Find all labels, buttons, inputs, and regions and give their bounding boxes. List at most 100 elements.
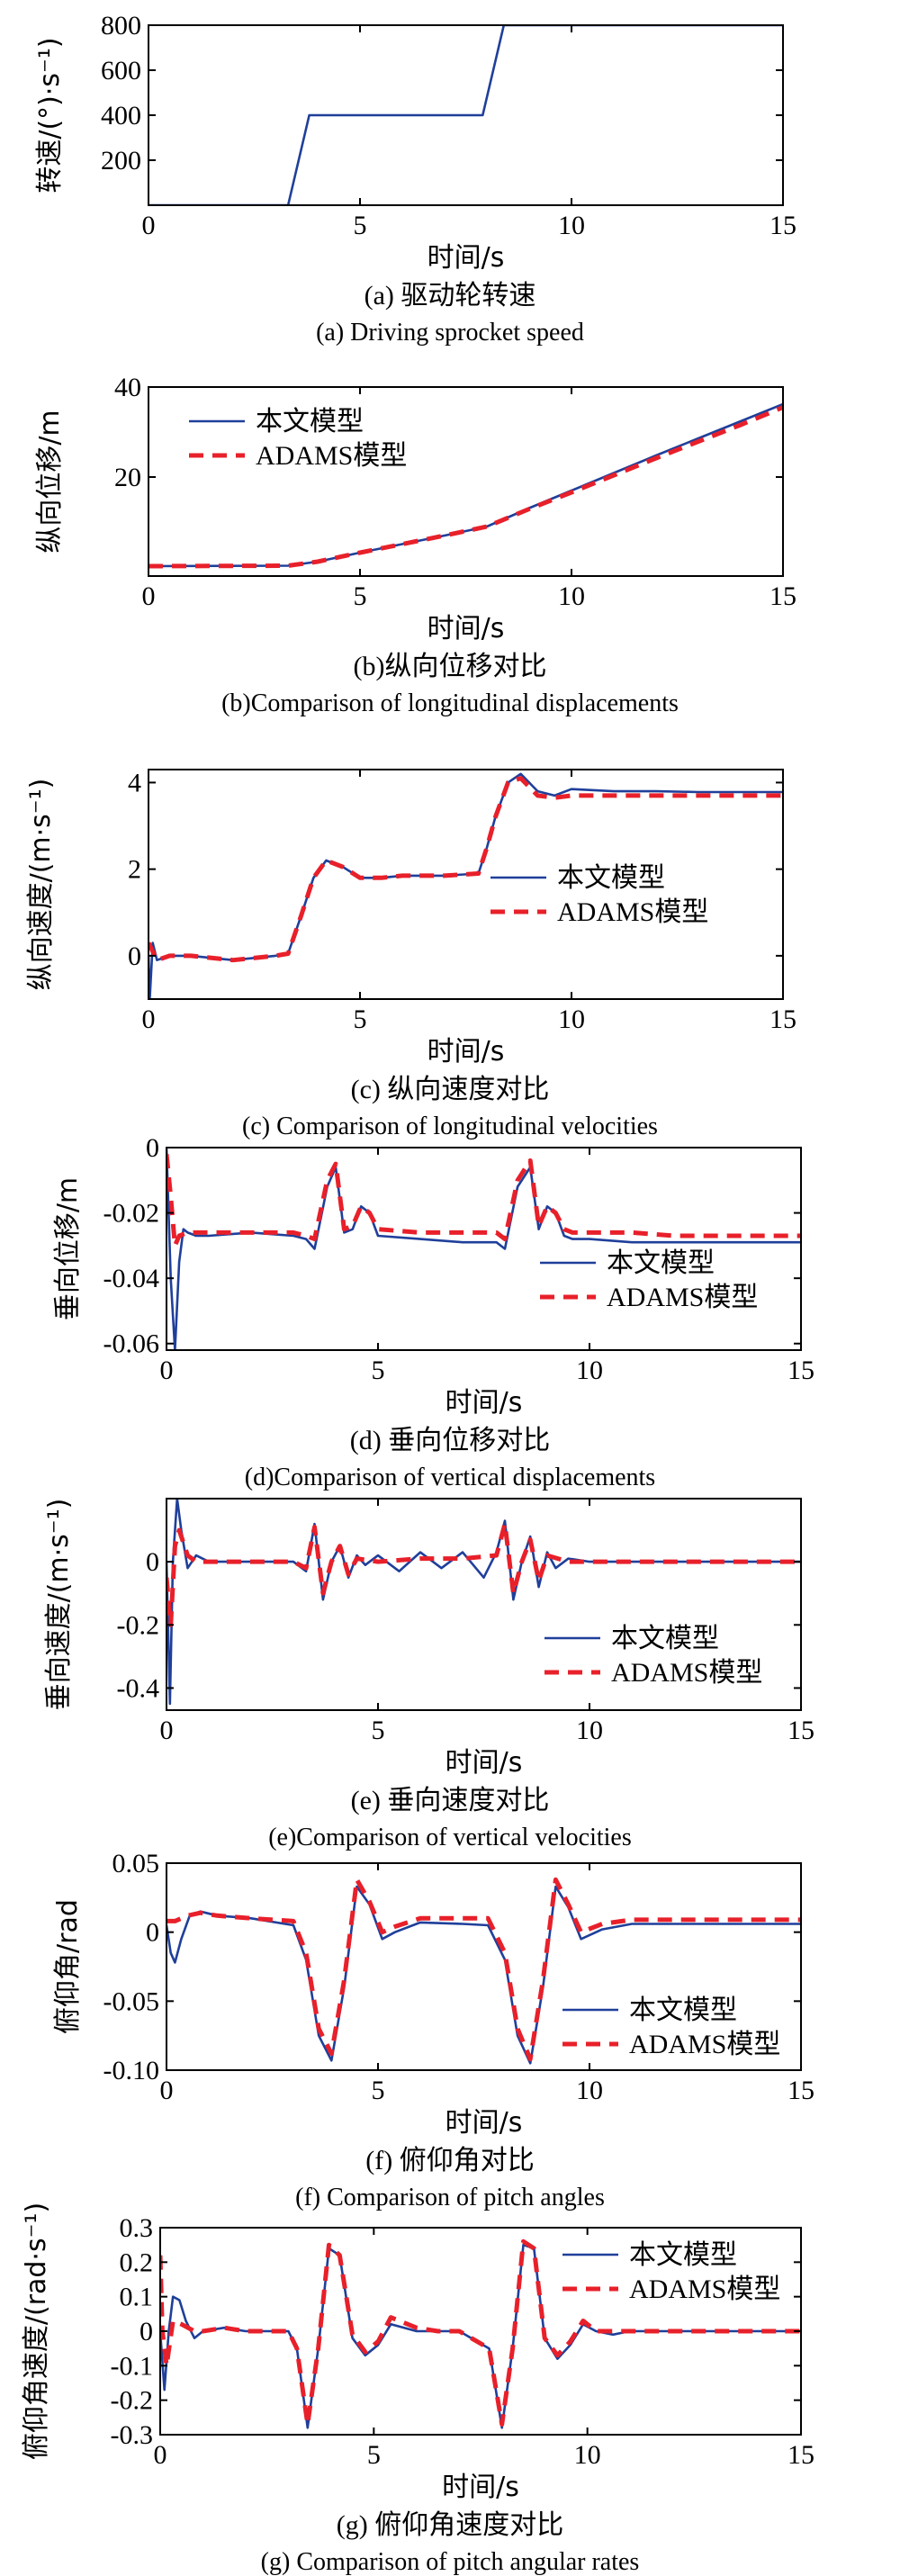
series-ours-line <box>148 772 783 999</box>
y-axis-label: 俯仰角速度/(rad·s⁻¹) <box>21 2202 52 2460</box>
y-tick-label: 200 <box>101 146 141 176</box>
series-adams-line <box>166 1521 801 1627</box>
y-tick-label: 0.2 <box>120 2247 154 2277</box>
legend-label-ours: 本文模型 <box>607 1248 715 1278</box>
x-tick-label: 15 <box>770 581 796 611</box>
caption-english: (f) Comparison of pitch angles <box>295 2184 605 2211</box>
legend-label-adams: ADAMS模型 <box>611 1658 762 1688</box>
legend-label-adams: ADAMS模型 <box>256 441 407 471</box>
x-tick-label: 0 <box>154 2440 167 2470</box>
caption-english: (g) Comparison of pitch angular rates <box>261 2548 640 2576</box>
series-ours-line <box>148 402 783 568</box>
x-tick-label: 5 <box>372 2076 385 2105</box>
legend-label-ours: 本文模型 <box>629 1995 737 2025</box>
y-tick-label: 400 <box>101 101 141 131</box>
legend-label-adams: ADAMS模型 <box>607 1283 758 1312</box>
panel-f: 0 5 10 15 0.05 0 -0.05 -0.10 时间/s 俯仰角/rad (f) 俯仰角对… <box>52 1849 814 2211</box>
x-axis-label: 时间/s <box>446 2107 523 2139</box>
panel-g: 0 5 10 15 0.3 0.2 0.1 0 -0.1 -0.2 -0.3 时间/s 俯仰角速度/(r… <box>21 2202 814 2576</box>
caption-chinese: (c) 纵向速度对比 <box>351 1075 550 1104</box>
series-adams-line <box>148 776 783 963</box>
legend: 本文模型 ADAMS模型 <box>490 863 708 927</box>
x-tick-label: 10 <box>574 2440 601 2470</box>
series-adams-line <box>148 405 783 569</box>
y-tick-label: 0 <box>146 1918 159 1948</box>
x-axis-label: 时间/s <box>442 2472 519 2503</box>
y-tick-label: -0.10 <box>104 2056 160 2085</box>
legend-label-ours: 本文模型 <box>557 863 665 893</box>
series-ours-line <box>148 25 783 205</box>
legend-label-ours: 本文模型 <box>611 1624 719 1653</box>
x-tick-label: 5 <box>367 2440 381 2470</box>
series-ours-line <box>166 1499 801 1706</box>
y-tick-label: 0 <box>146 1133 159 1163</box>
x-tick-label: 0 <box>160 1716 174 1745</box>
x-tick-label: 0 <box>160 1356 174 1385</box>
caption-english: (c) Comparison of longitudinal velocitie… <box>242 1112 658 1140</box>
x-tick-label: 5 <box>354 211 367 240</box>
caption-english: (b)Comparison of longitudinal displaceme… <box>221 689 679 717</box>
y-tick-label: 20 <box>114 463 141 492</box>
y-tick-label: 800 <box>101 11 141 41</box>
x-tick-label: 10 <box>558 211 585 240</box>
series-ours-line <box>160 2243 801 2429</box>
caption-chinese: (e) 垂向速度对比 <box>351 1786 550 1815</box>
y-tick-label: -0.1 <box>111 2351 154 2381</box>
legend-label-ours: 本文模型 <box>629 2240 737 2270</box>
caption-chinese: (g) 俯仰角速度对比 <box>337 2510 563 2540</box>
y-tick-label: -0.06 <box>104 1329 160 1359</box>
caption-chinese: (f) 俯仰角对比 <box>365 2146 534 2175</box>
y-tick-label: 0.1 <box>120 2283 154 2312</box>
caption-english: (d)Comparison of vertical displacements <box>245 1464 655 1491</box>
y-tick-label: -0.4 <box>117 1673 160 1703</box>
legend: 本文模型 ADAMS模型 <box>189 407 407 471</box>
caption-chinese: (b)纵向位移对比 <box>354 652 547 681</box>
legend: 本文模型 ADAMS模型 <box>562 2240 780 2304</box>
x-tick-label: 15 <box>788 2440 814 2470</box>
series-adams-line <box>160 2238 801 2427</box>
series-adams-line <box>166 1877 801 2062</box>
plot-frame <box>166 1498 802 1711</box>
y-tick-label: 0 <box>128 941 141 971</box>
y-tick-label: 0 <box>146 1547 159 1577</box>
x-tick-label: 15 <box>770 211 796 240</box>
y-tick-label: -0.2 <box>111 2386 154 2416</box>
plot-frame <box>148 769 784 1000</box>
series-ours-line <box>166 1885 801 2065</box>
y-tick-label: 600 <box>101 56 141 86</box>
x-tick-label: 0 <box>142 211 156 240</box>
y-tick-label: 0 <box>140 2317 153 2346</box>
y-tick-label: -0.3 <box>111 2420 154 2450</box>
y-axis-label: 俯仰角/rad <box>52 1899 84 2034</box>
series-ours-line <box>166 1148 801 1350</box>
legend-label-adams: ADAMS模型 <box>557 897 708 927</box>
panel-b: 0 5 10 15 20 40 时间/s 纵向位移/m (b)纵向位移对比 (b)Comparis… <box>34 373 796 717</box>
caption-chinese: (d) 垂向位移对比 <box>350 1426 550 1455</box>
panel-d: 0 5 10 15 0 -0.02 -0.04 -0.06 时间/s 垂向位移/m (d) 垂向位移… <box>52 1133 814 1491</box>
x-axis-label: 时间/s <box>446 1387 523 1419</box>
x-axis-label: 时间/s <box>446 1747 523 1779</box>
x-tick-label: 0 <box>142 581 156 611</box>
x-axis-label: 时间/s <box>428 613 505 644</box>
x-tick-label: 5 <box>354 581 367 611</box>
caption-chinese: (a) 驱动轮转速 <box>364 281 536 311</box>
legend: 本文模型 ADAMS模型 <box>562 1995 780 2059</box>
legend-label-adams: ADAMS模型 <box>629 2030 780 2059</box>
x-tick-label: 5 <box>372 1716 385 1745</box>
y-tick-label: 2 <box>128 855 141 885</box>
y-tick-label: -0.2 <box>117 1610 160 1640</box>
legend: 本文模型 ADAMS模型 <box>540 1248 758 1312</box>
legend-label-ours: 本文模型 <box>256 407 364 437</box>
series-adams-line <box>166 1154 801 1248</box>
x-tick-label: 10 <box>576 1716 603 1745</box>
y-axis-label: 垂向速度/(m·s⁻¹) <box>43 1499 75 1711</box>
y-tick-label: -0.02 <box>104 1199 160 1229</box>
x-tick-label: 15 <box>788 2076 814 2105</box>
x-tick-label: 0 <box>160 2076 174 2105</box>
y-axis-label: 转速/(°)·s⁻¹) <box>34 37 66 193</box>
x-axis-label: 时间/s <box>428 242 505 274</box>
x-tick-label: 15 <box>770 1004 796 1034</box>
caption-english: (e)Comparison of vertical velocities <box>268 1824 632 1851</box>
panel-a: 0 5 10 15 200 400 600 800 时间/s 转速/(°)·s⁻¹) (a) 驱动轮… <box>34 11 796 347</box>
y-tick-label: 40 <box>114 373 141 402</box>
